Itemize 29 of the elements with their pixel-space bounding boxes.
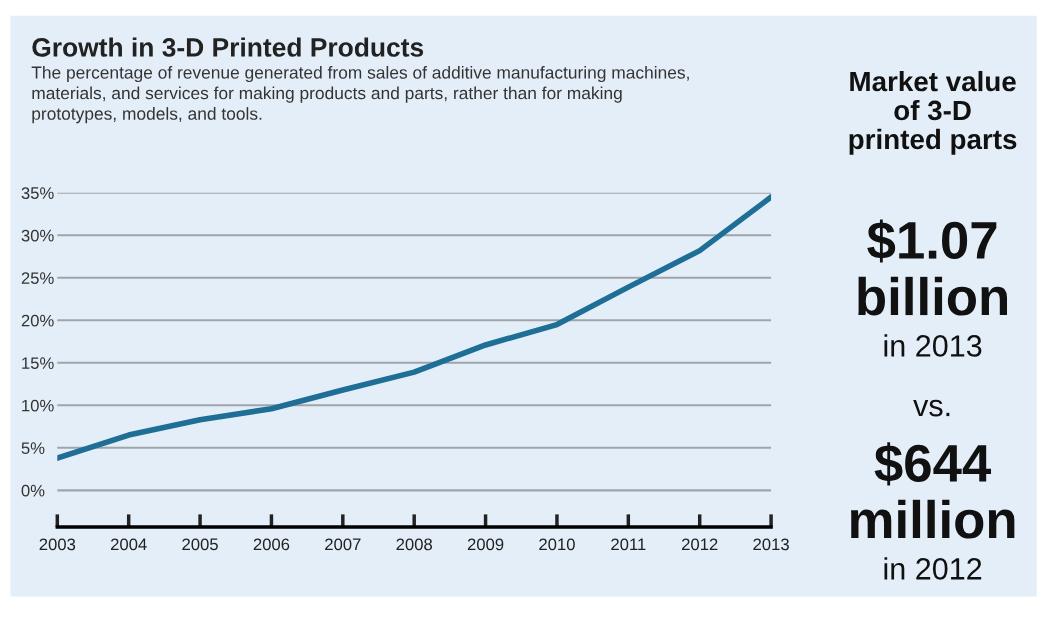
x-tick-label: 2003 — [39, 538, 76, 551]
text: vs. — [913, 399, 950, 417]
text: billion — [858, 276, 1008, 316]
x-tick-label: 2004 — [110, 538, 147, 551]
y-tick-label: 25% — [21, 272, 54, 285]
text: Market value of 3-D printed parts — [849, 70, 1017, 155]
x-tick-label: 2013 — [753, 538, 789, 551]
chart-title: Growth in 3-D Printed Products — [32, 37, 424, 57]
x-tick-label: 2011 — [611, 538, 646, 551]
text: million — [851, 499, 1015, 539]
y-tick-label: 35% — [21, 187, 54, 199]
x-tick-label: 2007 — [325, 538, 361, 551]
x-tick-label: 2009 — [467, 538, 504, 551]
x-tick-label: 2012 — [682, 538, 718, 551]
y-tick-label: 10% — [22, 399, 54, 412]
chart-subtitle: The percentage of revenue generated from sales of additive manufacturing machines, materials, and services for making products and parts, rather than for making prototypes, models, and tools. — [31, 65, 689, 124]
text: in 2013 — [884, 334, 982, 357]
x-tick-label: 2008 — [396, 538, 433, 551]
y-tick-label: 5% — [21, 442, 45, 455]
y-tick-label: 30% — [21, 229, 54, 242]
text: $1.07 — [867, 219, 997, 263]
y-tick-label: 20% — [21, 314, 54, 327]
x-tick-label: 2010 — [539, 538, 575, 551]
y-tick-label: 0% — [21, 484, 45, 497]
text: in 2012 — [884, 557, 982, 580]
x-tick-label: 2006 — [253, 538, 290, 551]
text: $644 — [874, 442, 992, 486]
x-tick-label: 2005 — [182, 538, 218, 551]
y-tick-label: 15% — [22, 357, 54, 370]
